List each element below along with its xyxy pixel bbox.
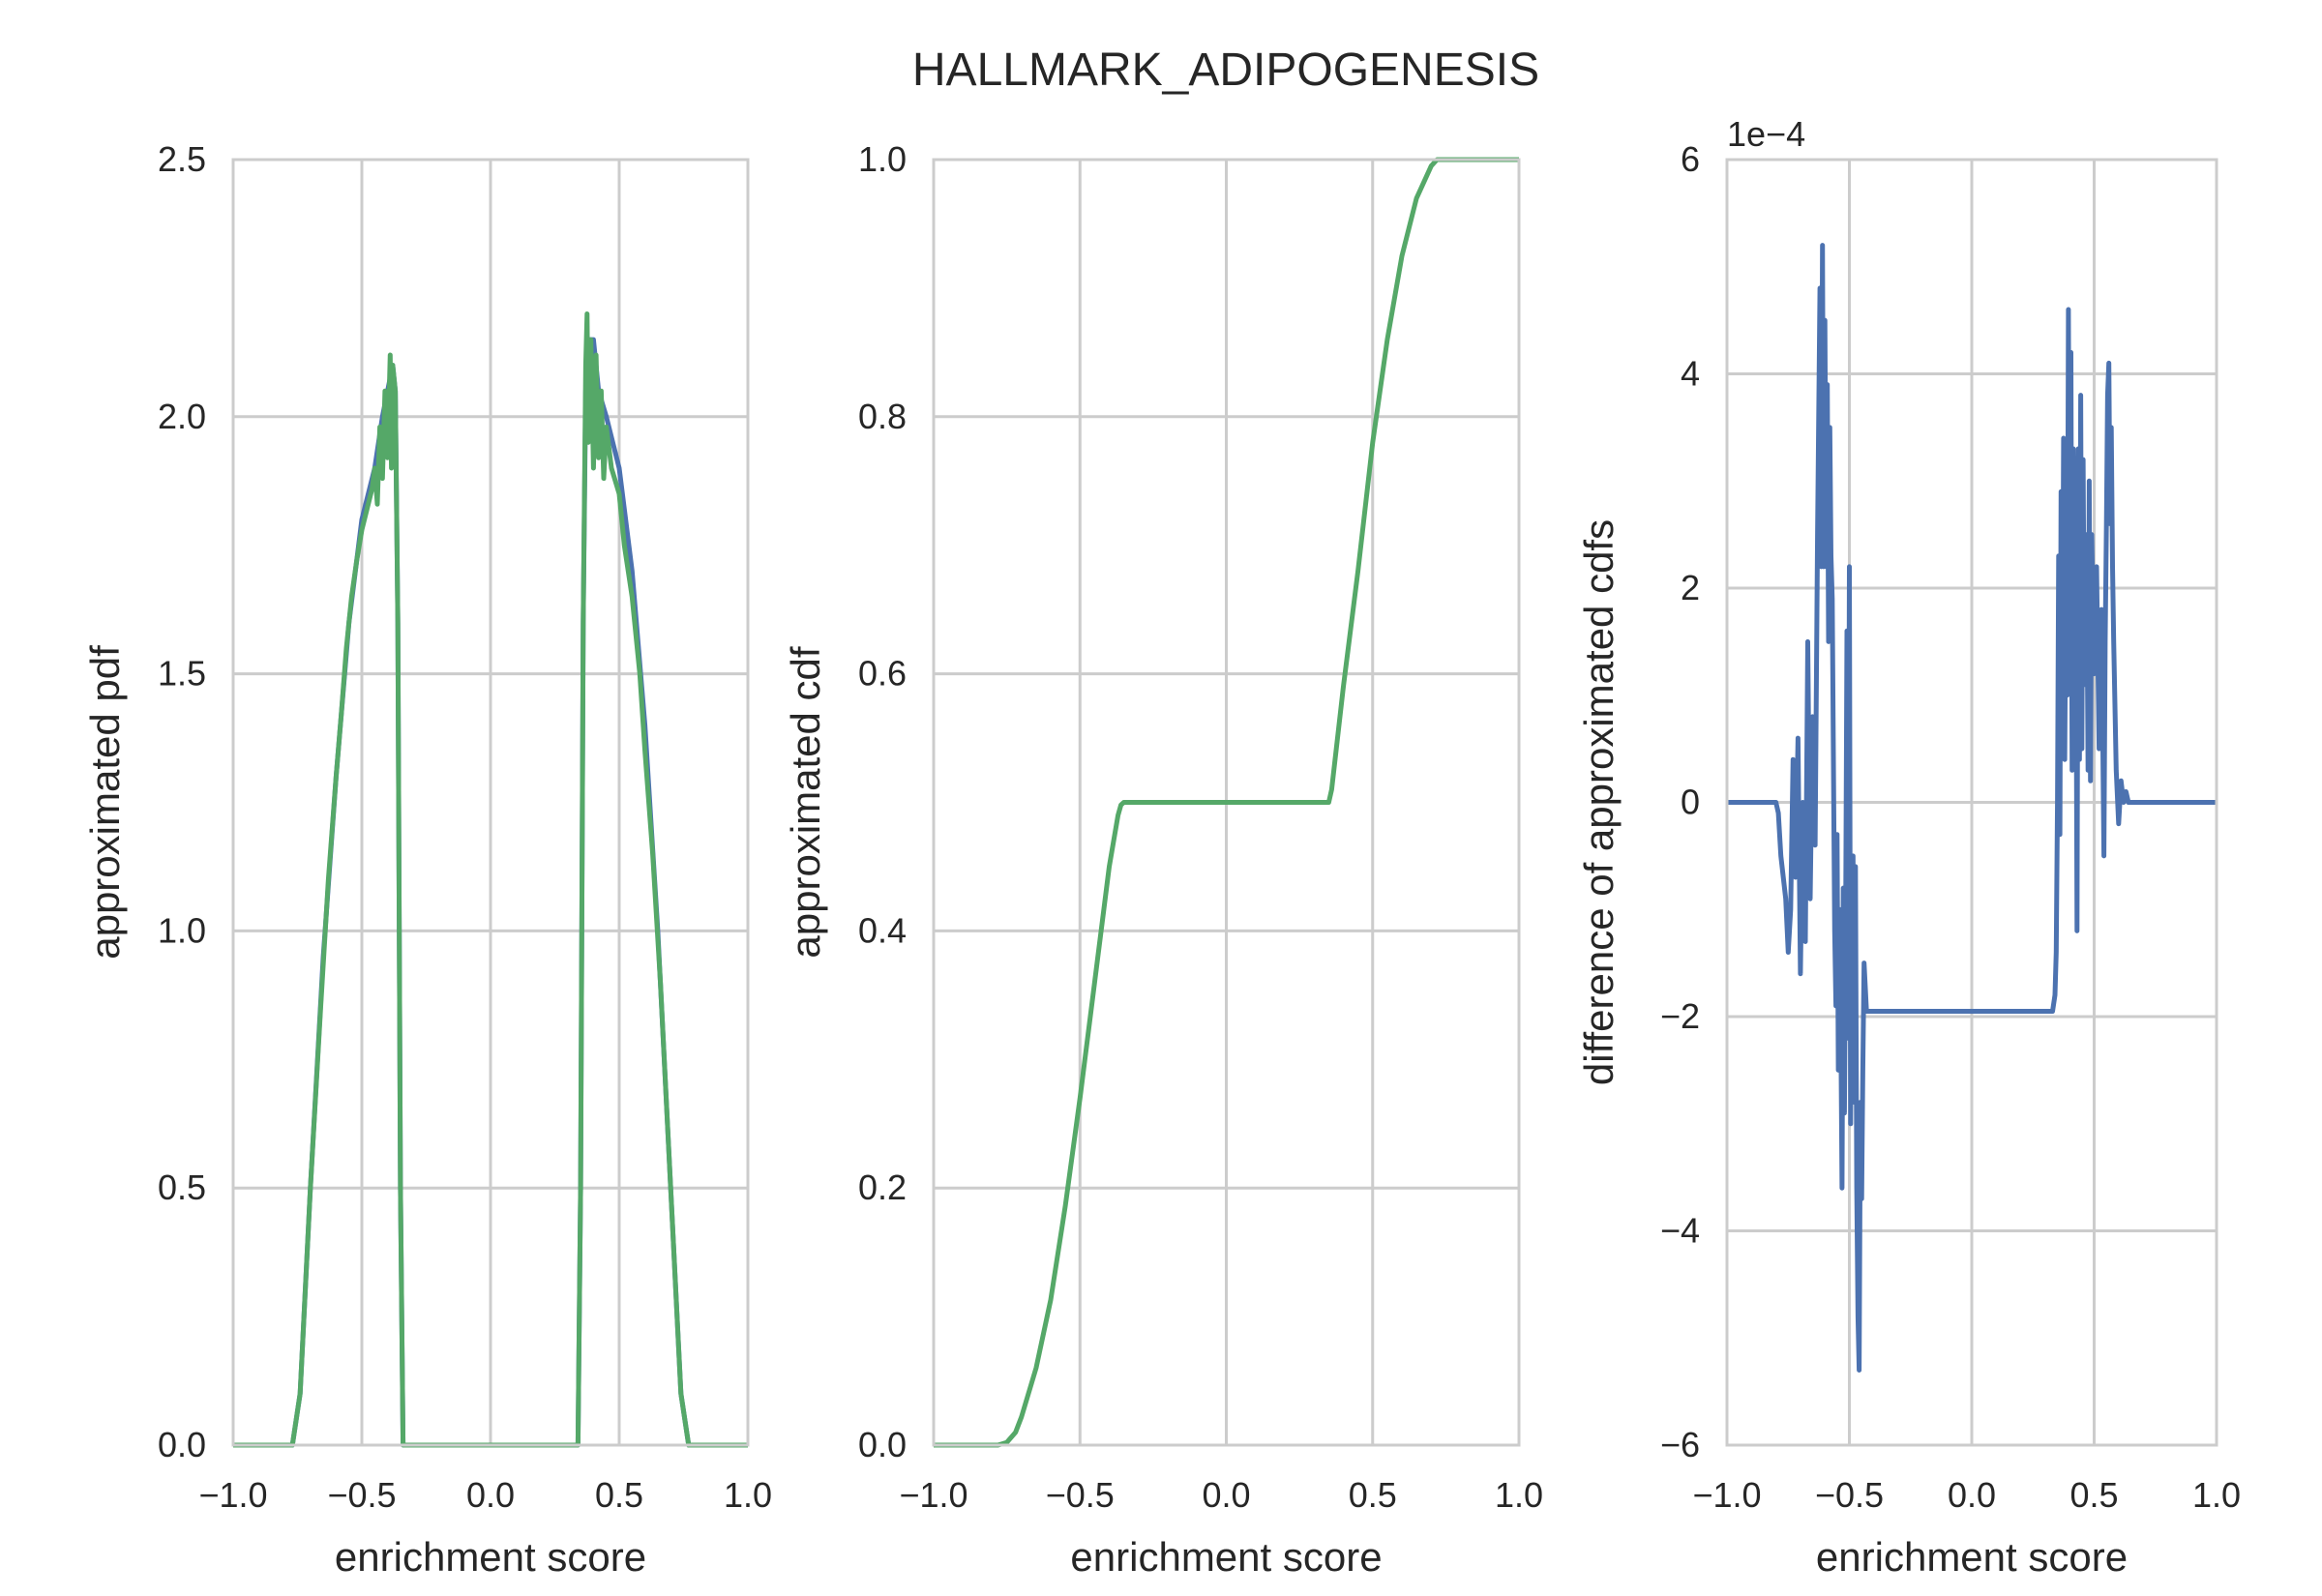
cdf-y-tick-label: 1.0: [858, 139, 907, 179]
diff-y-tick-label: 6: [1681, 139, 1700, 179]
pdf-y-tick-label: 0.0: [158, 1425, 206, 1464]
pdf-y-tick-label: 1.5: [158, 654, 206, 694]
diff-y-axis-label: difference of approximated cdfs: [1576, 519, 1622, 1085]
pdf-y-axis-label: approximated pdf: [82, 645, 128, 960]
diff-plot-frame: [1725, 158, 2218, 1447]
cdf-y-tick-label: 0.8: [858, 397, 907, 436]
pdf-gridlines: [231, 158, 750, 1447]
diff-series: [1727, 243, 2217, 1373]
diff-x-axis-label: enrichment score: [1816, 1534, 2128, 1580]
cdf-x-axis-label: enrichment score: [1070, 1534, 1382, 1580]
diff-x-tick-label: 1.0: [2192, 1475, 2241, 1515]
diff-y-scale-label: 1e−4: [1727, 114, 1805, 154]
cdf-x-tick-label: −1.0: [899, 1475, 968, 1515]
diff-y-tick-label: 4: [1681, 354, 1700, 394]
diff-y-tick-label: −4: [1660, 1211, 1700, 1251]
diff-x-tick-label: 0.0: [1948, 1475, 1996, 1515]
pdf-x-tick-label: 0.5: [595, 1475, 643, 1515]
cdf-panel: −1.0 −0.5 0.0 0.5 1.0 0.0 0.2 0.4 0.6 0.8 1.0 enri…: [783, 139, 1543, 1580]
pdf-y-tick-label: 1.0: [158, 910, 206, 950]
pdf-plot-frame: [231, 158, 750, 1447]
cdf-series-line-0: [934, 157, 1519, 1448]
diff-y-tick-label: −6: [1660, 1425, 1700, 1464]
diff-x-tick-label: −1.0: [1692, 1475, 1761, 1515]
diff-series-line-0: [1727, 243, 2217, 1373]
pdf-y-tick-label: 0.5: [158, 1167, 206, 1207]
cdf-tick-labels: −1.0 −0.5 0.0 0.5 1.0 0.0 0.2 0.4 0.6 0.8 1.0: [858, 139, 1543, 1515]
cdf-series: [934, 157, 1519, 1448]
cdf-x-tick-label: 0.5: [1349, 1475, 1397, 1515]
cdf-y-tick-label: 0.4: [858, 910, 907, 950]
pdf-panel: −1.0 −0.5 0.0 0.5 1.0 0.0 0.5 1.0 1.5 2.0 2.5 enri…: [82, 139, 772, 1580]
pdf-y-tick-label: 2.0: [158, 397, 206, 436]
pdf-x-tick-label: −0.5: [327, 1475, 396, 1515]
diff-tick-labels: −1.0 −0.5 0.0 0.5 1.0 −6 −4 −2 0 2 4 6: [1660, 139, 2241, 1515]
pdf-tick-labels: −1.0 −0.5 0.0 0.5 1.0 0.0 0.5 1.0 1.5 2.0 2.5: [158, 139, 772, 1515]
cdf-y-tick-label: 0.2: [858, 1167, 907, 1207]
diff-x-tick-label: −0.5: [1815, 1475, 1884, 1515]
cdf-x-tick-label: 0.0: [1202, 1475, 1250, 1515]
pdf-x-tick-label: −1.0: [198, 1475, 267, 1515]
pdf-x-axis-label: enrichment score: [335, 1534, 646, 1580]
cdf-y-axis-label: approximated cdf: [783, 646, 828, 959]
cdf-y-tick-label: 0.0: [858, 1425, 907, 1464]
pdf-x-tick-label: 0.0: [466, 1475, 515, 1515]
cdf-x-tick-label: 1.0: [1495, 1475, 1543, 1515]
diff-y-tick-label: −2: [1660, 996, 1700, 1036]
diff-y-tick-label: 0: [1681, 783, 1700, 822]
pdf-x-tick-label: 1.0: [724, 1475, 772, 1515]
cdf-difference-panel: −1.0 −0.5 0.0 0.5 1.0 −6 −4 −2 0 2 4 6 enrichment s…: [1576, 114, 2241, 1580]
cdf-y-tick-label: 0.6: [858, 654, 907, 694]
cdf-plot-frame: [932, 158, 1521, 1447]
figure-title: HALLMARK_ADIPOGENESIS: [912, 44, 1539, 96]
pdf-y-tick-label: 2.5: [158, 139, 206, 179]
diff-x-tick-label: 0.5: [2069, 1475, 2118, 1515]
diff-y-tick-label: 2: [1681, 568, 1700, 607]
pdf-series-line-1: [233, 311, 748, 1448]
cdf-x-tick-label: −0.5: [1046, 1475, 1115, 1515]
